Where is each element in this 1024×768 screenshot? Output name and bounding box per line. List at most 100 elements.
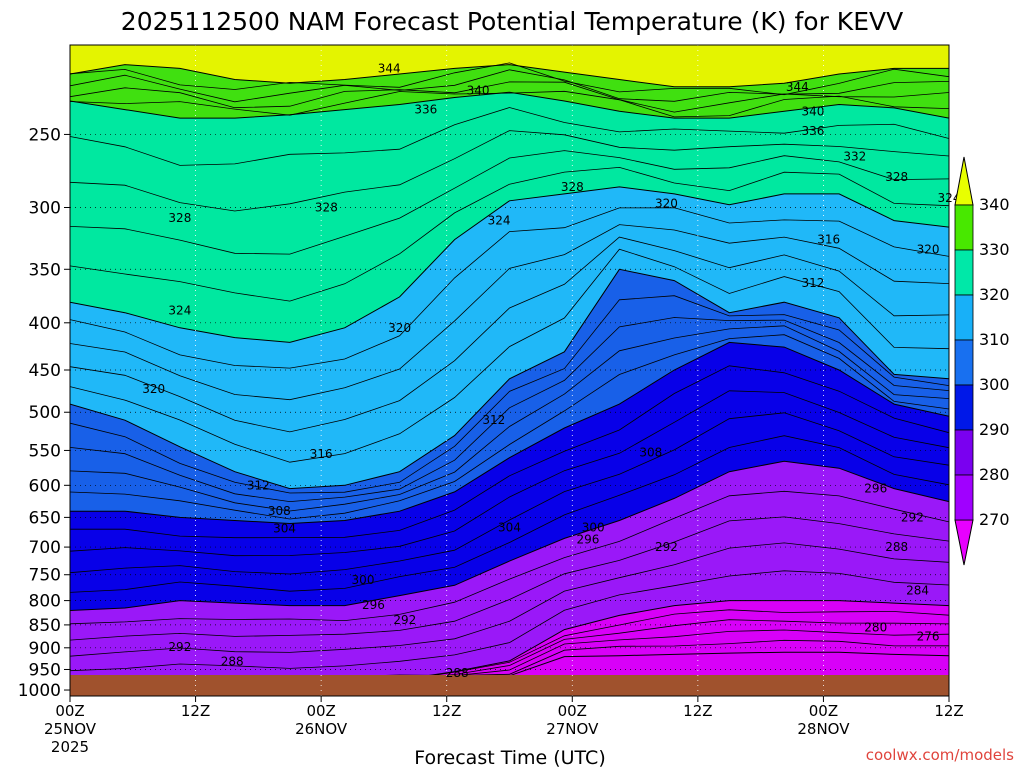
contour-label: 336	[414, 103, 437, 117]
isoline-312	[70, 248, 949, 463]
colorbar-arrow-bottom	[954, 519, 974, 566]
colorbar-label: 270	[979, 510, 1010, 529]
isoline-336	[70, 69, 949, 103]
colorbar-label: 330	[979, 240, 1010, 259]
isoline-284	[70, 542, 949, 657]
isoline-286	[70, 516, 949, 641]
x-tick-label: 00Z	[558, 702, 587, 720]
contour-label: 340	[802, 104, 825, 118]
isoline-320	[70, 186, 949, 343]
isoline-306	[70, 317, 949, 503]
colorbar-arrow-top	[954, 156, 974, 206]
y-tick-label: 900	[29, 639, 61, 659]
isoline-304	[70, 325, 949, 512]
contour-label: 296	[577, 533, 600, 547]
contour-label: 304	[498, 521, 521, 535]
isoline-322	[70, 166, 949, 302]
contour-label: 308	[639, 446, 662, 460]
ground-surface	[70, 675, 949, 696]
filled-contour-bands	[70, 45, 949, 696]
y-tick-label: 550	[29, 441, 61, 461]
isoline-316	[70, 224, 949, 401]
x-tick-date: 28NOV	[797, 720, 850, 738]
x-tick-date: 27NOV	[546, 720, 599, 738]
y-tick-label: 350	[29, 260, 61, 280]
isoline-338	[70, 62, 949, 96]
y-axis-ticks: 250 300 350 400 450 500 550 600 650 700 750 800 850 9…	[18, 125, 70, 701]
contour-label: 312	[802, 276, 825, 290]
band-320	[70, 45, 949, 343]
contour-label: 344	[786, 80, 809, 94]
contour-label: 320	[655, 196, 678, 210]
x-tick-label: 00Z	[306, 702, 335, 720]
isoline-282	[70, 570, 949, 672]
isoline-292	[70, 435, 949, 593]
contour-label: 328	[885, 170, 908, 184]
colorbar-segment	[954, 384, 974, 431]
y-tick-label: 750	[29, 566, 61, 586]
contour-label: 316	[310, 447, 333, 461]
x-tick-label: 12Z	[432, 702, 461, 720]
contour-label: 324	[938, 191, 961, 205]
contour-label: 308	[268, 504, 291, 518]
contour-label: 288	[885, 540, 908, 554]
x-tick-label: 12Z	[934, 702, 963, 720]
x-tick-date: 25NOV	[44, 720, 97, 738]
colorbar-label: 310	[979, 330, 1010, 349]
colorbar-label: 280	[979, 465, 1010, 484]
colorbar: 270 280 290 300 310 320 330 340	[954, 156, 1010, 566]
contour-label: 304	[273, 521, 296, 535]
y-tick-label: 800	[29, 592, 61, 612]
isoline-328	[70, 107, 949, 166]
contour-label: 328	[168, 211, 191, 225]
x-tick-label: 12Z	[181, 702, 210, 720]
contour-label: 288	[221, 654, 244, 668]
colorbar-segment	[954, 249, 974, 296]
y-tick-label: 600	[29, 476, 61, 496]
isoline-310	[70, 268, 949, 490]
contour-label: 292	[168, 640, 191, 654]
contour-label: 300	[352, 573, 375, 587]
contour-label: 292	[901, 510, 924, 524]
contour-label: 328	[315, 201, 338, 215]
isoline-290	[70, 460, 949, 611]
contour-label: 296	[362, 598, 385, 612]
colorbar-label: 340	[979, 195, 1010, 214]
contour-label: 344	[378, 61, 401, 75]
contour-label: 328	[561, 180, 584, 194]
contour-label: 336	[802, 124, 825, 138]
y-tick-label: 500	[29, 403, 61, 423]
colorbar-label: 300	[979, 375, 1010, 394]
contour-label: 324	[488, 214, 511, 228]
contour-label: 312	[247, 478, 270, 492]
contour-label: 332	[843, 149, 866, 163]
contour-label: 276	[917, 630, 940, 644]
contour-label: 292	[393, 613, 416, 627]
y-tick-label: 850	[29, 616, 61, 636]
isoline-334	[70, 81, 949, 113]
contour-label: 300	[582, 521, 605, 535]
credit-link[interactable]: coolwx.com/models	[866, 746, 1014, 764]
colorbar-segment	[954, 429, 974, 476]
contour-label: 316	[817, 233, 840, 247]
isoline-296	[70, 390, 949, 557]
isoline-318	[70, 207, 949, 369]
y-tick-label: 300	[29, 199, 61, 219]
isoline-288	[70, 490, 949, 625]
isoline-314	[70, 236, 949, 433]
colorbar-segment	[954, 474, 974, 521]
colorbar-segment	[954, 339, 974, 386]
isoline-324	[70, 150, 949, 255]
y-tick-label: 450	[29, 361, 61, 381]
contour-label: 324	[168, 304, 191, 318]
contour-label: 320	[142, 382, 165, 396]
y-tick-label: 400	[29, 314, 61, 334]
isoline-326	[70, 130, 949, 212]
colorbar-segment	[954, 294, 974, 341]
contour-label: 340	[467, 83, 490, 97]
x-tick-label: 00Z	[809, 702, 838, 720]
y-tick-label: 250	[29, 125, 61, 145]
isoline-302	[70, 334, 949, 520]
